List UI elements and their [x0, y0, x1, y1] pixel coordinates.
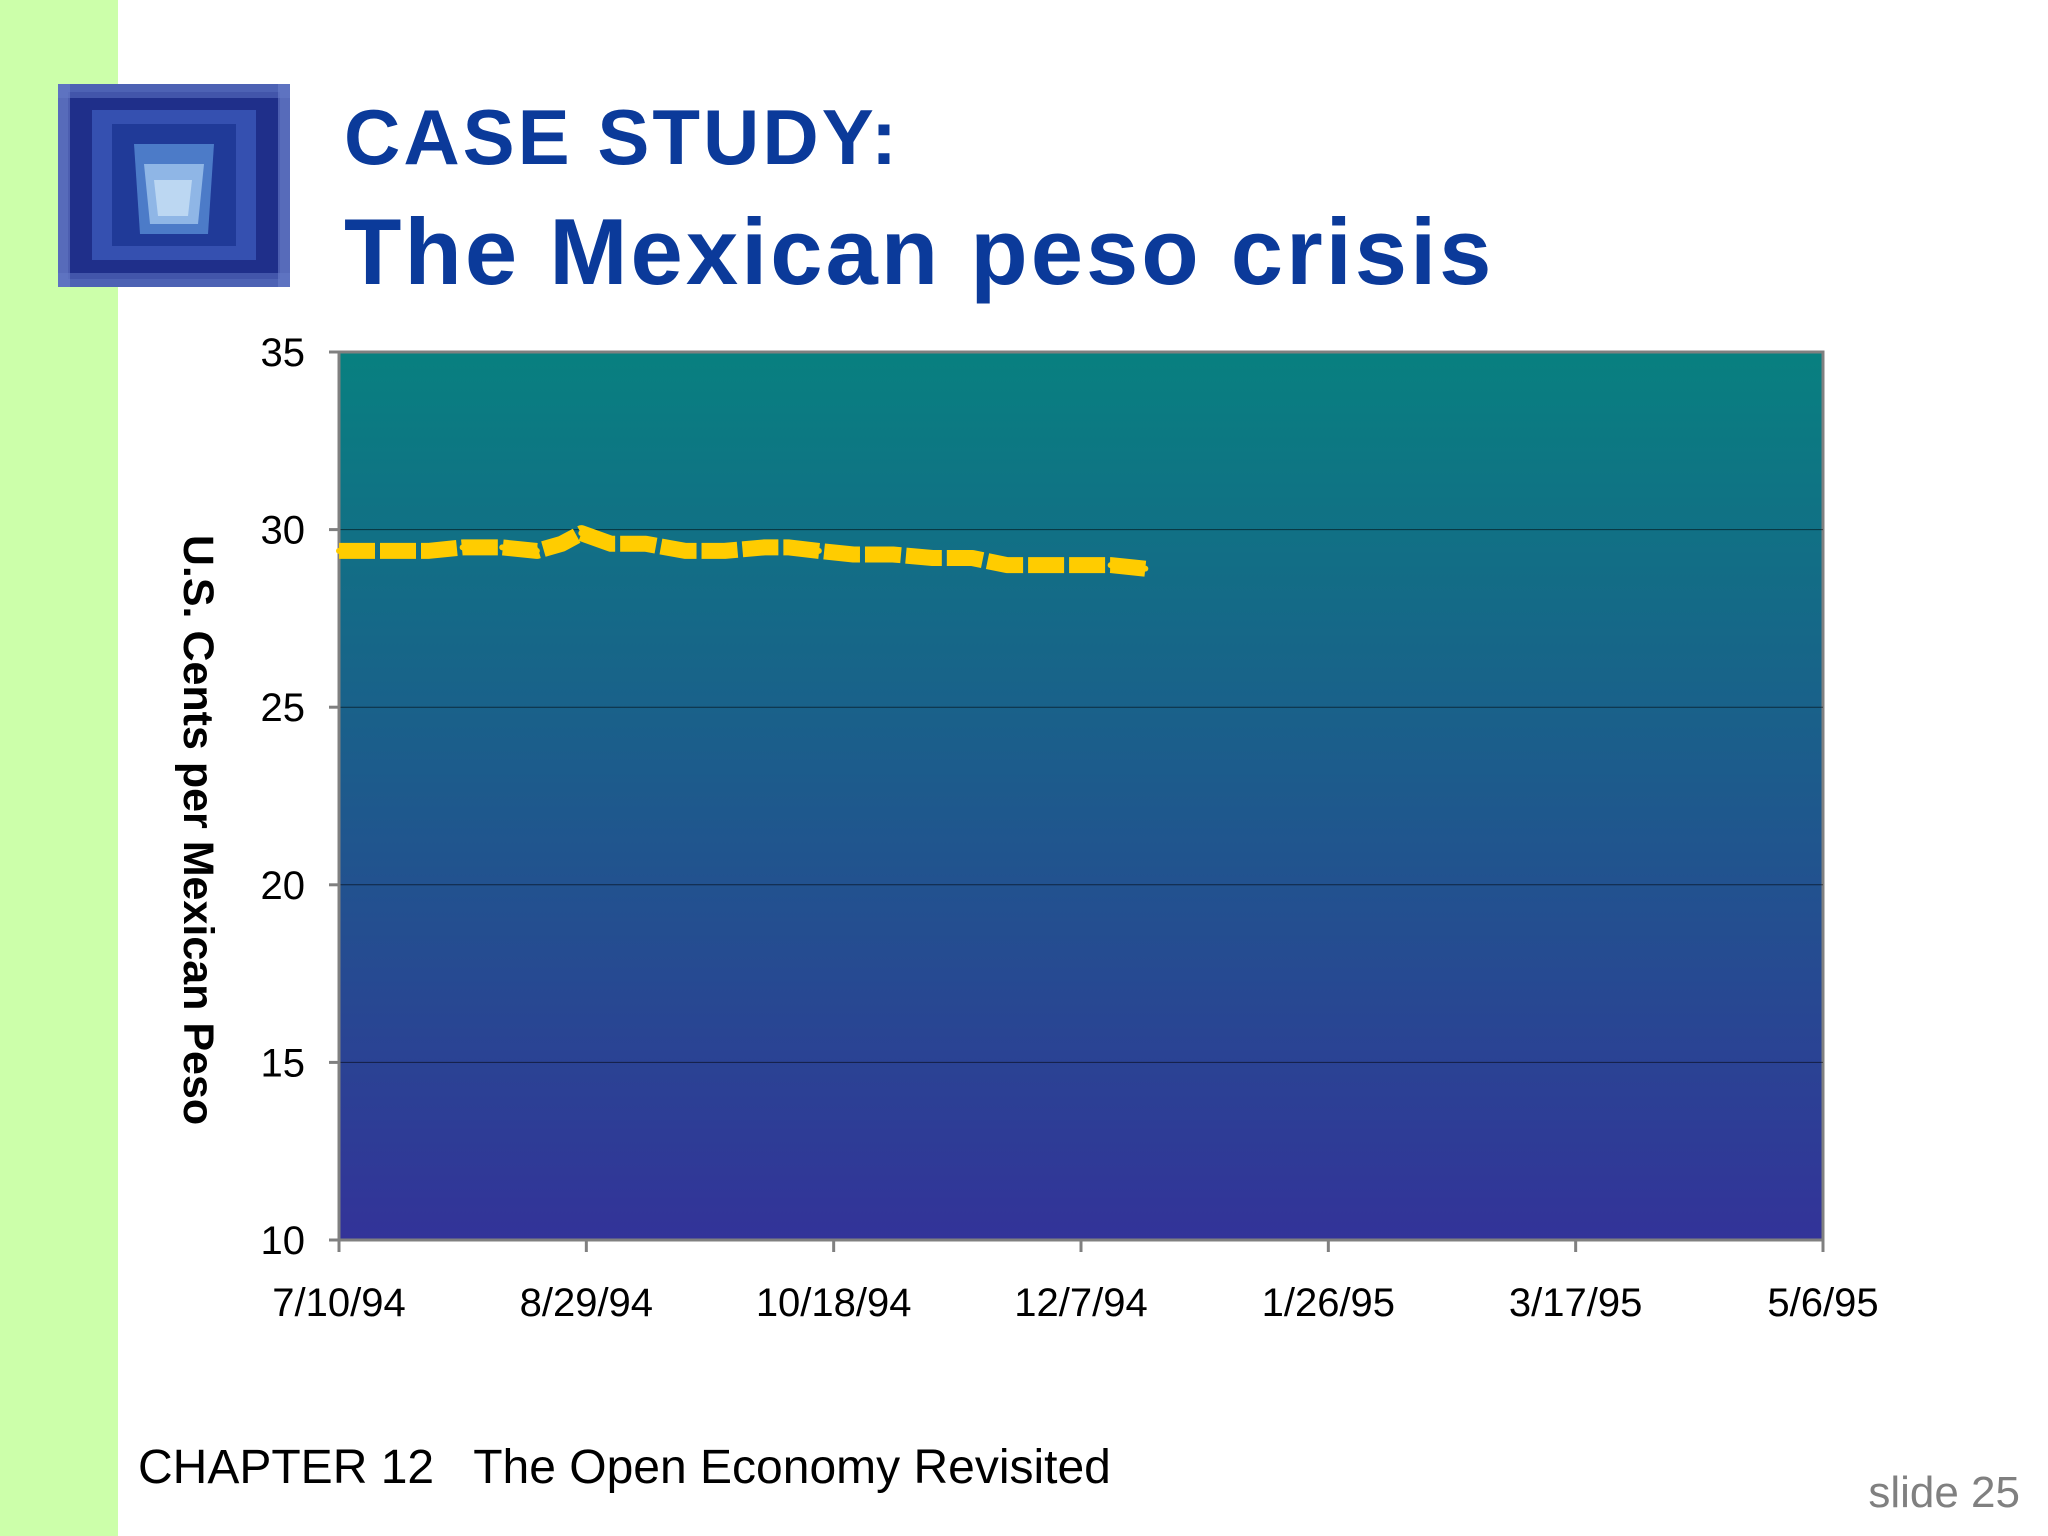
series-point-4: [499, 544, 506, 551]
series-point-23: [1142, 565, 1149, 572]
y-tick-label-30: 30: [261, 509, 306, 553]
series-point-21: [1078, 562, 1084, 569]
series-point-8: [608, 540, 615, 547]
y-tick-label-25: 25: [261, 686, 306, 730]
y-axis-label: U.S. Cents per Mexican Peso: [174, 535, 222, 1125]
tunnel-logo-image: [58, 84, 290, 287]
footer-chapter-title: CHAPTER 12 The Open Economy Revisited: [138, 1441, 1111, 1494]
series-point-11: [721, 547, 728, 554]
y-axis-ticks: 10 15 20 25 30 35: [261, 331, 339, 1263]
slide-title-line1: CASE STUDY:: [344, 93, 900, 181]
x-tick-label-3: 12/7/94: [1014, 1281, 1147, 1325]
series-point-2: [425, 547, 432, 554]
series-point-7: [578, 530, 585, 537]
x-axis-ticks: 7/10/94 8/29/94 10/18/94 12/7/94 1/26/95 3/17…: [272, 1240, 1879, 1325]
plot-area: [337, 350, 1825, 1242]
series-point-17: [929, 555, 936, 562]
series-point-22: [1107, 562, 1114, 569]
series-line-peso: [339, 525, 1147, 577]
x-tick-label-1: 8/29/94: [520, 1281, 653, 1325]
series-point-20: [1043, 562, 1050, 569]
series-point-16: [890, 551, 897, 558]
series-points: [336, 530, 1149, 572]
y-tick-label-15: 15: [261, 1041, 306, 1085]
series-point-5: [533, 547, 540, 554]
series-point-19: [1003, 562, 1010, 569]
x-tick-label-5: 3/17/95: [1509, 1281, 1642, 1325]
slide-title-line2: The Mexican peso crisis: [344, 199, 1495, 304]
x-tick-label-2: 10/18/94: [756, 1281, 912, 1325]
series-point-6: [558, 540, 565, 547]
series-point-14: [815, 547, 822, 554]
series-point-15: [850, 551, 857, 558]
series-point-10: [682, 547, 689, 554]
series-point-12: [761, 544, 768, 551]
series-point-18: [969, 555, 976, 562]
series-point-9: [642, 540, 649, 547]
x-tick-label-0: 7/10/94: [272, 1281, 405, 1325]
series-point-13: [786, 544, 793, 551]
series-point-1: [380, 547, 387, 554]
gridlines: [339, 529, 1823, 1063]
x-tick-label-4: 1/26/95: [1262, 1281, 1395, 1325]
y-tick-label-10: 10: [261, 1219, 306, 1263]
x-tick-label-6: 5/6/95: [1767, 1281, 1878, 1325]
series-point-3: [459, 544, 466, 551]
y-tick-label-20: 20: [261, 864, 306, 908]
y-tick-label-35: 35: [261, 331, 306, 375]
slide-number: slide 25: [1868, 1468, 2020, 1517]
series-point-0: [336, 547, 342, 554]
